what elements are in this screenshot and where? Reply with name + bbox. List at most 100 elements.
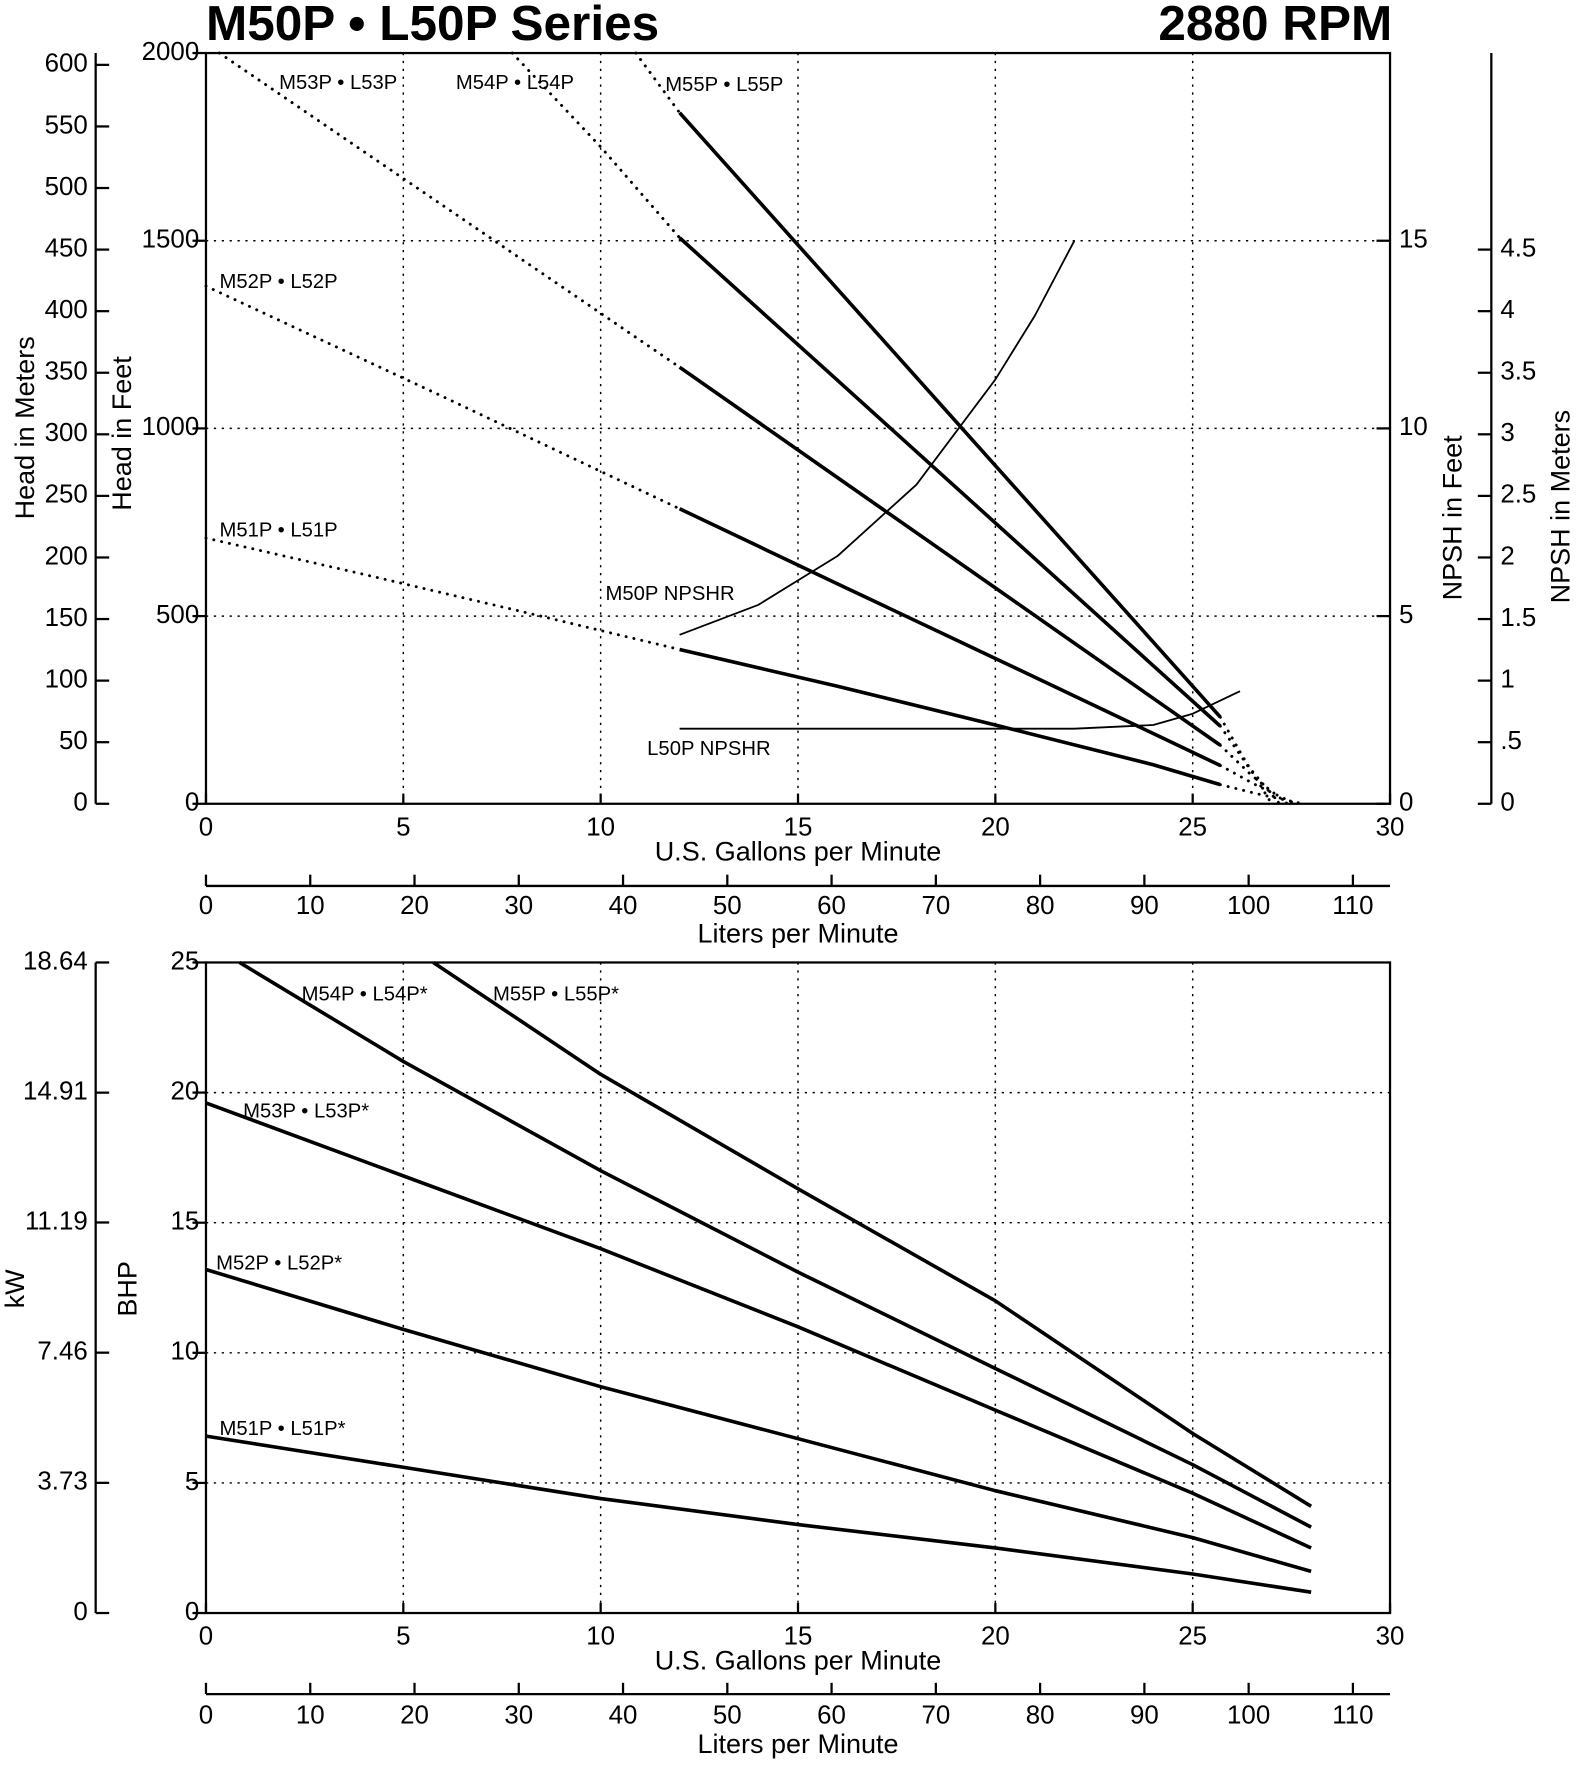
x-axis-title: U.S. Gallons per Minute — [655, 836, 942, 866]
y-tick-label: 1 — [1500, 665, 1514, 693]
y-tick-label: 550 — [45, 111, 88, 139]
curve-label: M55P • L55P — [665, 74, 783, 96]
curve-label: M53P • L53P* — [243, 1101, 369, 1123]
x2-tick-label: 60 — [817, 892, 846, 920]
y-tick-label: 0 — [1500, 789, 1514, 817]
x-tick-label: 5 — [396, 813, 410, 841]
y-axis-title: NPSH in Feet — [1437, 435, 1467, 601]
x-tick-label: 20 — [981, 813, 1010, 841]
curve — [678, 507, 1222, 768]
x2-tick-label: 110 — [1332, 892, 1373, 920]
x2-tick-label: 100 — [1227, 892, 1270, 920]
y-tick-label: 5 — [185, 1468, 199, 1496]
y-tick-label: 10 — [1399, 413, 1428, 441]
y-axis-title: Head in Meters — [10, 336, 40, 519]
x2-tick-label: 90 — [1130, 892, 1159, 920]
y-tick-label: 2 — [1500, 542, 1514, 570]
x-tick-label: 20 — [981, 1623, 1010, 1651]
curve — [510, 51, 1281, 806]
y-tick-label: 350 — [45, 358, 88, 386]
y-axis-title: Head in Feet — [107, 356, 137, 511]
x2-tick-label: 10 — [296, 1701, 325, 1729]
y-tick-label: 600 — [45, 50, 88, 78]
curve — [217, 51, 1289, 806]
x-tick-label: 0 — [199, 1623, 213, 1651]
x-tick-label: 25 — [1178, 813, 1207, 841]
x-tick-label: 5 — [396, 1623, 410, 1651]
y-tick-label: 1500 — [142, 226, 200, 254]
x2-tick-label: 30 — [504, 892, 533, 920]
curve — [205, 1101, 1312, 1550]
x2-tick-label: 70 — [921, 892, 950, 920]
x2-tick-label: 20 — [400, 1701, 429, 1729]
y-tick-label: 3 — [1500, 419, 1514, 447]
y-tick-label: 0 — [73, 1598, 87, 1626]
y-tick-label: 18.64 — [23, 947, 88, 975]
x-tick-label: 10 — [586, 1623, 615, 1651]
y-tick-label: 20 — [170, 1077, 199, 1105]
y-tick-label: 0 — [73, 789, 87, 817]
x2-tick-label: 100 — [1227, 1701, 1270, 1729]
curve — [634, 51, 1274, 806]
y-tick-label: 500 — [156, 601, 199, 629]
y-tick-label: 2000 — [142, 38, 200, 66]
y-tick-label: 0 — [1399, 789, 1413, 817]
curve-label: M53P • L53P — [279, 72, 397, 94]
y-tick-label: 300 — [45, 419, 88, 447]
y-tick-label: 4.5 — [1500, 234, 1536, 262]
x-tick-label: 15 — [784, 813, 813, 841]
y-tick-label: 500 — [45, 173, 88, 201]
curve — [678, 236, 1222, 728]
chart-subtitle: 2880 RPM — [1158, 0, 1392, 51]
y-tick-label: 25 — [170, 947, 199, 975]
x2-tick-label: 40 — [609, 1701, 638, 1729]
x2-tick-label: 10 — [296, 892, 325, 920]
curve — [679, 240, 1076, 636]
curve — [678, 111, 1222, 719]
y-tick-label: 100 — [45, 665, 88, 693]
curve-label: L50P NPSHR — [647, 738, 770, 760]
y-tick-label: 15 — [1399, 226, 1428, 254]
y-tick-label: 50 — [59, 727, 88, 755]
curve-label: M52P • L52P — [219, 271, 337, 293]
x2-axis-title: Liters per Minute — [697, 919, 898, 949]
y-tick-label: 2.5 — [1500, 481, 1536, 509]
y-tick-label: 450 — [45, 234, 88, 262]
curve — [678, 365, 1222, 747]
x-axis-title: U.S. Gallons per Minute — [655, 1646, 942, 1676]
x2-tick-label: 50 — [713, 1701, 742, 1729]
x2-tick-label: 80 — [1026, 892, 1055, 920]
y-axis-title: BHP — [113, 1261, 143, 1317]
x-tick-label: 25 — [1178, 1623, 1207, 1651]
chart-title: M50P • L50P Series — [206, 0, 659, 51]
curve-label: M51P • L51P* — [219, 1418, 345, 1440]
curve — [204, 536, 1305, 806]
y-tick-label: 10 — [170, 1338, 199, 1366]
curve-label: M54P • L54P — [456, 72, 574, 94]
x2-tick-label: 50 — [713, 892, 742, 920]
y-tick-label: 11.19 — [25, 1207, 88, 1235]
x2-tick-label: 0 — [199, 892, 213, 920]
y-tick-label: 4 — [1500, 296, 1514, 324]
x2-tick-label: 70 — [921, 1701, 950, 1729]
y-tick-label: 1000 — [142, 413, 200, 441]
curve — [679, 647, 1221, 787]
curve — [679, 690, 1241, 730]
y-tick-label: 250 — [45, 481, 88, 509]
curve — [432, 960, 1313, 1508]
y-tick-label: 7.46 — [37, 1338, 87, 1366]
y-axis-title: NPSH in Meters — [1545, 410, 1575, 604]
y-tick-label: 0 — [185, 1598, 199, 1626]
x-tick-label: 10 — [586, 813, 615, 841]
y-tick-label: 1.5 — [1500, 604, 1536, 632]
x2-tick-label: 20 — [400, 892, 429, 920]
x2-tick-label: 0 — [199, 1701, 213, 1729]
y-tick-label: 5 — [1399, 601, 1413, 629]
x2-tick-label: 80 — [1026, 1701, 1055, 1729]
y-tick-label: 3.5 — [1500, 358, 1536, 386]
x2-tick-label: 90 — [1130, 1701, 1159, 1729]
y-axis-title: kW — [0, 1269, 30, 1309]
curve — [204, 284, 1297, 806]
curve-label: M54P • L54P* — [302, 983, 428, 1005]
